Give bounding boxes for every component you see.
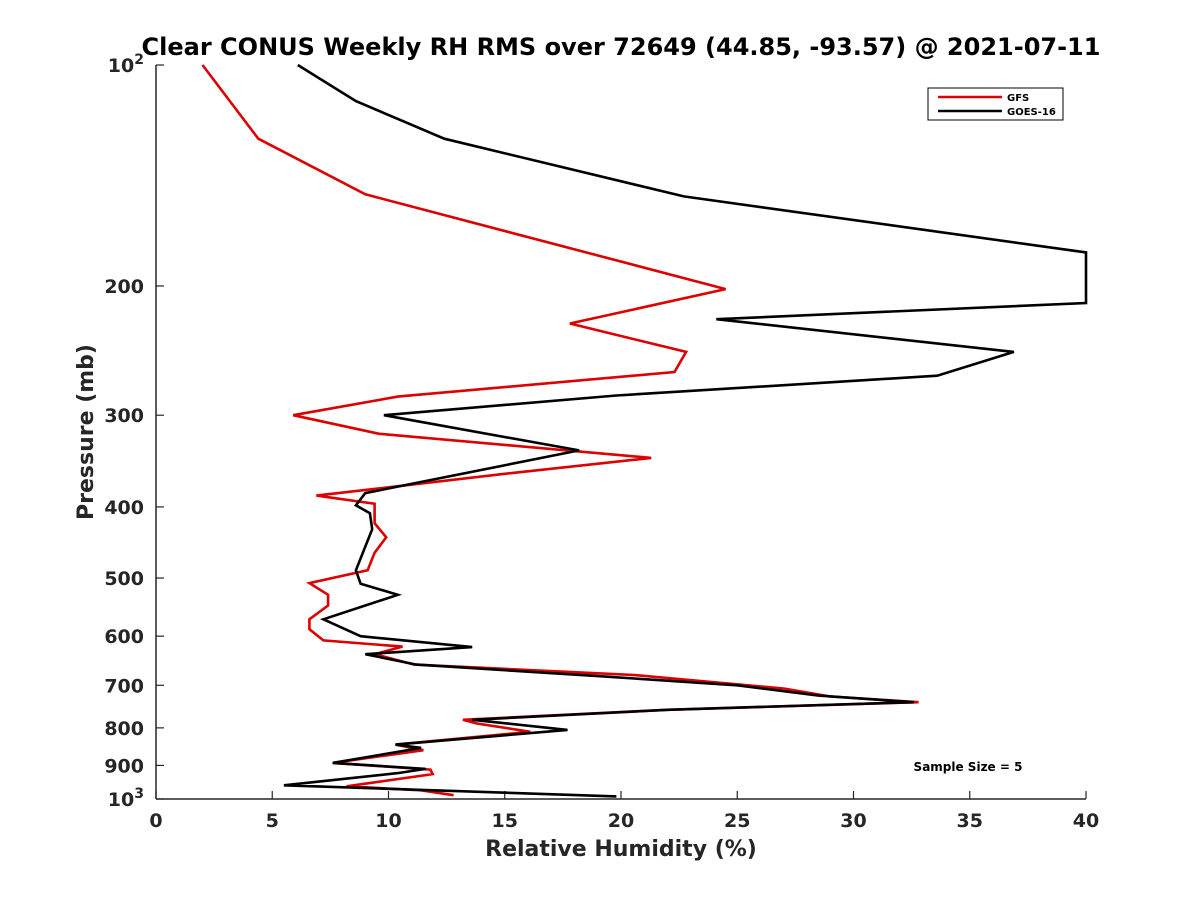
y-axis-label: Pressure (mb) xyxy=(74,344,99,520)
x-tick-label-30: 30 xyxy=(840,810,866,832)
x-axis-label: Relative Humidity (%) xyxy=(485,837,757,862)
x-tick-label-25: 25 xyxy=(724,810,750,832)
y-tick-label-1000: 103 xyxy=(108,786,144,811)
y-tick-label-100: 102 xyxy=(108,52,144,77)
sample-size-annotation: Sample Size = 5 xyxy=(914,760,1023,774)
y-tick-label-500: 500 xyxy=(104,568,144,590)
y-tick-label-400: 400 xyxy=(104,497,144,519)
y-tick-label-600: 600 xyxy=(104,626,144,648)
x-tick-label-0: 0 xyxy=(149,810,162,832)
y-tick-label-900: 900 xyxy=(104,755,144,777)
axis-ticks: 0 5 10 15 20 25 30 35 40 102 200 300 400 500 600 700 800… xyxy=(104,52,1099,832)
plot-area xyxy=(156,65,1086,799)
legend-box xyxy=(927,87,1064,121)
x-tick-label-10: 10 xyxy=(375,810,401,832)
x-tick-label-40: 40 xyxy=(1073,810,1099,832)
y-tick-label-700: 700 xyxy=(104,675,144,697)
y-tick-label-200: 200 xyxy=(104,276,144,298)
y-tick-label-300: 300 xyxy=(104,405,144,427)
y-tick-label-800: 800 xyxy=(104,718,144,740)
x-tick-label-35: 35 xyxy=(957,810,983,832)
chart-title: Clear CONUS Weekly RH RMS over 72649 (44… xyxy=(142,33,1101,61)
x-tick-label-15: 15 xyxy=(492,810,518,832)
x-tick-label-5: 5 xyxy=(266,810,279,832)
series-line-goes-16 xyxy=(283,63,1088,798)
x-tick-label-20: 20 xyxy=(608,810,634,832)
legend-label-gfs: GFS xyxy=(1007,93,1029,104)
legend: GFS GOES-16 xyxy=(927,87,1064,121)
series-layer xyxy=(201,63,1088,798)
legend-label-goes16: GOES-16 xyxy=(1007,107,1056,118)
